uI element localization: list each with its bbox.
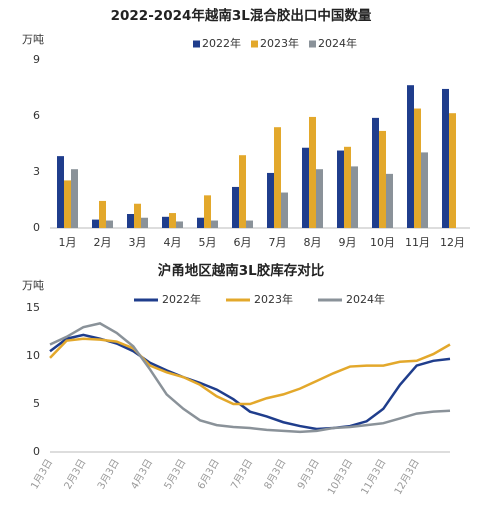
bar [204, 195, 211, 228]
bar [309, 116, 316, 228]
bar [127, 214, 134, 228]
bar [316, 169, 323, 228]
bar [281, 192, 288, 228]
bar [64, 180, 71, 228]
legend-swatch [193, 40, 200, 48]
bar [176, 221, 183, 228]
x-tick-label: 1月3日 [28, 457, 55, 491]
x-tick-label: 2月3日 [62, 457, 89, 491]
legend-label: 2024年 [318, 36, 357, 50]
bar [57, 156, 64, 228]
x-tick-label: 9月3日 [295, 457, 322, 491]
x-tick-label: 3月 [129, 236, 147, 249]
bar [274, 127, 281, 228]
x-tick-label: 11月3日 [359, 457, 389, 497]
bar [141, 217, 148, 228]
x-tick-label: 11月 [405, 236, 430, 249]
y-tick-label: 0 [33, 221, 40, 234]
y-tick-label: 15 [26, 301, 40, 314]
line [49, 322, 451, 434]
y-axis-label: 万吨 [22, 33, 44, 46]
bar [169, 213, 176, 228]
legend-label: 2024年 [346, 292, 385, 306]
bar [92, 219, 99, 228]
y-tick-label: 5 [33, 397, 40, 410]
x-tick-label: 8月3日 [262, 457, 289, 491]
bar [372, 117, 379, 228]
line [49, 337, 451, 406]
bar [162, 216, 169, 228]
chart-title: 沪甬地区越南3L胶库存对比 [158, 262, 325, 279]
x-tick-label: 12月 [440, 236, 465, 249]
bar [211, 220, 218, 228]
y-tick-label: 0 [33, 445, 40, 458]
x-tick-label: 10月 [370, 236, 395, 249]
legend-label: 2023年 [254, 292, 293, 306]
bar [379, 130, 386, 228]
x-tick-label: 6月3日 [195, 457, 222, 491]
x-tick-label: 10月3日 [325, 457, 355, 497]
bar [302, 147, 309, 228]
x-tick-label: 6月 [234, 236, 252, 249]
bar [134, 203, 141, 228]
bar [246, 220, 253, 228]
bar [421, 152, 428, 228]
legend-label: 2022年 [162, 292, 201, 306]
x-tick-label: 3月3日 [95, 457, 122, 491]
x-tick-label: 12月3日 [392, 457, 422, 497]
x-tick-label: 5月3日 [162, 457, 189, 491]
legend-swatch [309, 40, 316, 48]
bar [414, 108, 421, 228]
bar [449, 113, 456, 228]
legend-swatch [251, 40, 258, 48]
bar [386, 173, 393, 228]
x-tick-label: 9月 [339, 236, 357, 249]
bar [239, 155, 246, 228]
bar [106, 220, 113, 228]
x-tick-label: 2月 [94, 236, 112, 249]
y-tick-label: 6 [33, 109, 40, 122]
x-tick-label: 1月 [59, 236, 77, 249]
bar [344, 146, 351, 228]
legend-label: 2023年 [260, 36, 299, 50]
x-tick-label: 4月3日 [128, 457, 155, 491]
bar [71, 169, 78, 228]
legend-label: 2022年 [202, 36, 241, 50]
bar [442, 88, 449, 228]
y-tick-label: 10 [26, 349, 40, 362]
x-tick-label: 5月 [199, 236, 217, 249]
line [49, 333, 451, 431]
y-axis-label: 万吨 [22, 279, 44, 292]
x-tick-label: 7月3日 [228, 457, 255, 491]
bar [267, 172, 274, 228]
bar [99, 200, 106, 228]
x-tick-label: 8月 [304, 236, 322, 249]
bar [337, 150, 344, 228]
x-tick-label: 4月 [164, 236, 182, 249]
y-tick-label: 9 [33, 53, 40, 66]
chart-title: 2022-2024年越南3L混合胶出口中国数量 [111, 7, 372, 24]
bar [232, 186, 239, 228]
bar [351, 166, 358, 228]
bar [407, 85, 414, 228]
bar [197, 217, 204, 228]
x-tick-label: 7月 [269, 236, 287, 249]
y-tick-label: 3 [33, 165, 40, 178]
